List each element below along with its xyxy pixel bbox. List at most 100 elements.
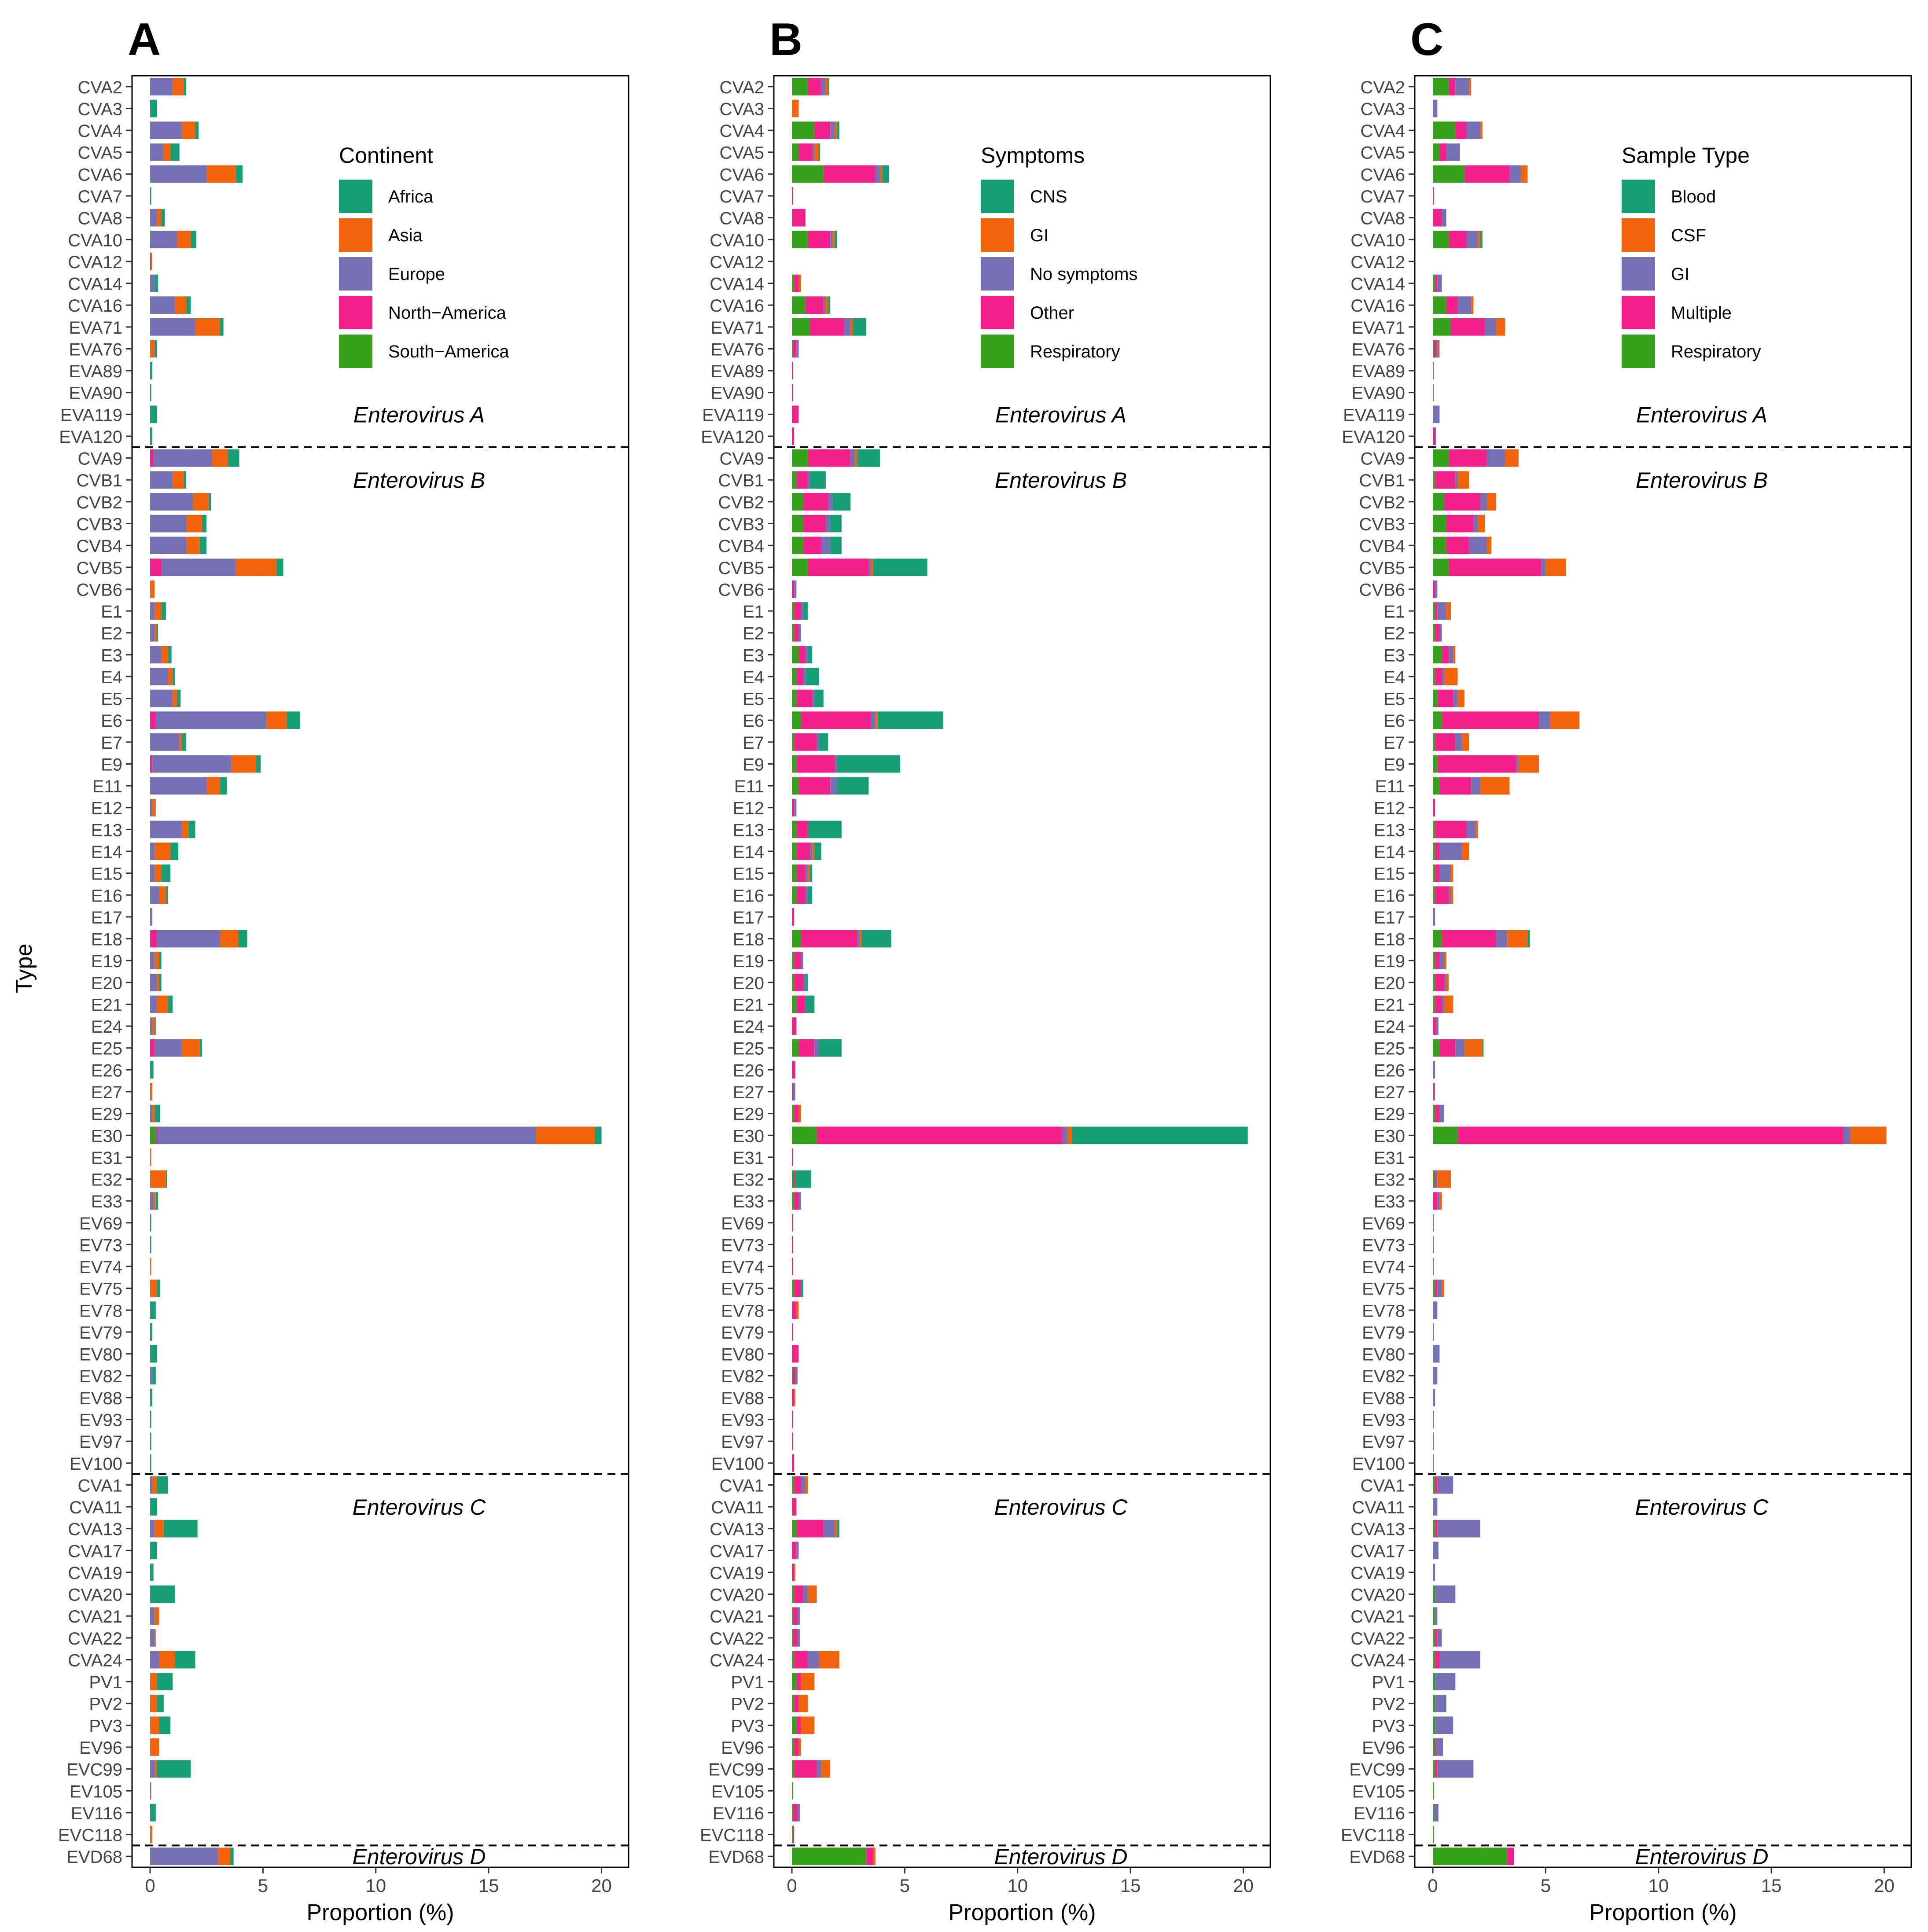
bar-segment — [801, 1716, 815, 1734]
bar-segment — [1442, 209, 1446, 227]
y-tick-label: EV97 — [721, 1432, 764, 1452]
bar-segment — [792, 1258, 793, 1275]
bar-segment — [1433, 99, 1438, 118]
bar-segment — [1471, 777, 1480, 795]
plot-frame — [1414, 75, 1912, 1868]
bar-segment — [855, 449, 857, 467]
bar-segment — [1433, 1083, 1434, 1100]
bar-segment — [150, 99, 157, 118]
bar-segment — [150, 1607, 155, 1625]
bar-segment — [1436, 1170, 1438, 1188]
bar-segment — [792, 1236, 793, 1254]
panel-letter: C — [1410, 14, 1443, 65]
bar-segment — [159, 886, 166, 904]
y-tick-label: E6 — [101, 711, 122, 731]
y-tick-label: EVD68 — [708, 1847, 764, 1867]
bar-segment — [1433, 689, 1438, 707]
bar-segment — [152, 1367, 156, 1385]
y-tick-label: E33 — [91, 1192, 122, 1211]
bar-segment — [150, 1564, 154, 1581]
y-tick-label: E29 — [91, 1105, 122, 1124]
bar-segment — [150, 1629, 155, 1647]
bar-segment — [1435, 1607, 1438, 1625]
bar-segment — [792, 449, 808, 467]
bar-segment — [1433, 362, 1434, 379]
bar-segment — [155, 340, 157, 358]
bar-segment — [792, 843, 797, 860]
bar-segment — [1435, 668, 1442, 685]
y-tick-label: E30 — [91, 1126, 122, 1146]
bar-segment — [1475, 821, 1478, 839]
bar-segment — [1435, 1279, 1438, 1297]
y-tick-label: E32 — [91, 1170, 122, 1190]
species-label: Enterovirus D — [1635, 1844, 1769, 1869]
x-tick-label: 0 — [787, 1875, 797, 1896]
bar-segment — [150, 1214, 151, 1232]
bar-segment — [1436, 1738, 1443, 1756]
bar-segment — [1433, 1564, 1435, 1581]
bar-segment — [1448, 886, 1451, 904]
y-tick-label: E16 — [1374, 886, 1405, 905]
y-tick-label: CVB5 — [1359, 559, 1406, 578]
bar-segment — [217, 1847, 231, 1866]
bar-segment — [792, 1651, 795, 1669]
bar-segment — [153, 449, 213, 467]
bar-segment — [1435, 973, 1444, 991]
y-tick-label: CVA7 — [1360, 187, 1405, 206]
y-tick-label: EV75 — [721, 1280, 764, 1299]
bar-segment — [792, 1804, 793, 1822]
bar-segment — [1433, 580, 1435, 598]
y-tick-label: E13 — [1374, 821, 1405, 840]
bar-segment — [1444, 973, 1446, 991]
bar-segment — [803, 515, 826, 533]
y-tick-label: EVA120 — [1342, 427, 1405, 447]
y-tick-label: PV3 — [731, 1716, 764, 1736]
bar-segment — [1433, 165, 1464, 183]
bar-segment — [821, 1760, 831, 1778]
bar-segment — [794, 1104, 799, 1122]
bar-segment — [1433, 1673, 1435, 1690]
y-tick-label: E17 — [733, 908, 764, 927]
y-tick-label: CVA16 — [1350, 296, 1405, 316]
y-tick-label: E29 — [733, 1105, 764, 1124]
bar-segment — [1435, 1104, 1440, 1122]
bar-segment — [1480, 121, 1483, 139]
bar-segment — [1439, 143, 1446, 161]
bar-segment — [1451, 318, 1485, 336]
bar-segment — [1437, 1279, 1442, 1297]
y-tick-label: CVA7 — [77, 187, 122, 206]
bar-segment — [798, 1694, 808, 1712]
y-tick-label: EV75 — [1362, 1280, 1405, 1299]
bar-segment — [150, 1804, 156, 1822]
legend-label: CSF — [1671, 226, 1706, 245]
bar-segment — [821, 77, 826, 96]
bar-segment — [807, 558, 869, 576]
bar-segment — [184, 471, 187, 489]
y-tick-label: PV2 — [89, 1695, 122, 1714]
bar-segment — [1439, 1651, 1480, 1669]
bar-segment — [177, 689, 181, 707]
bar-segment — [1433, 624, 1435, 642]
y-tick-label: E18 — [91, 930, 122, 949]
y-tick-label: CVA1 — [719, 1476, 764, 1495]
y-tick-label: CVA6 — [77, 165, 122, 184]
bar-segment — [1448, 449, 1487, 467]
bar-segment — [150, 493, 193, 511]
bar-segment — [1433, 1345, 1440, 1363]
bar-segment — [1482, 1039, 1484, 1057]
species-label: Enterovirus C — [353, 1495, 486, 1520]
bar-segment — [1433, 602, 1435, 620]
x-tick-label: 20 — [1233, 1875, 1254, 1896]
bar-segment — [1439, 777, 1472, 795]
bar-segment — [796, 864, 806, 882]
bar-segment — [209, 493, 211, 511]
bar-segment — [157, 1279, 161, 1297]
bar-segment — [1455, 471, 1458, 489]
bar-segment — [157, 1694, 164, 1712]
bar-segment — [1433, 1825, 1434, 1844]
bar-segment — [1436, 340, 1439, 358]
y-tick-label: E19 — [733, 952, 764, 971]
bar-segment — [805, 646, 808, 664]
bar-segment — [1437, 1760, 1474, 1778]
bar-segment — [1435, 843, 1440, 860]
